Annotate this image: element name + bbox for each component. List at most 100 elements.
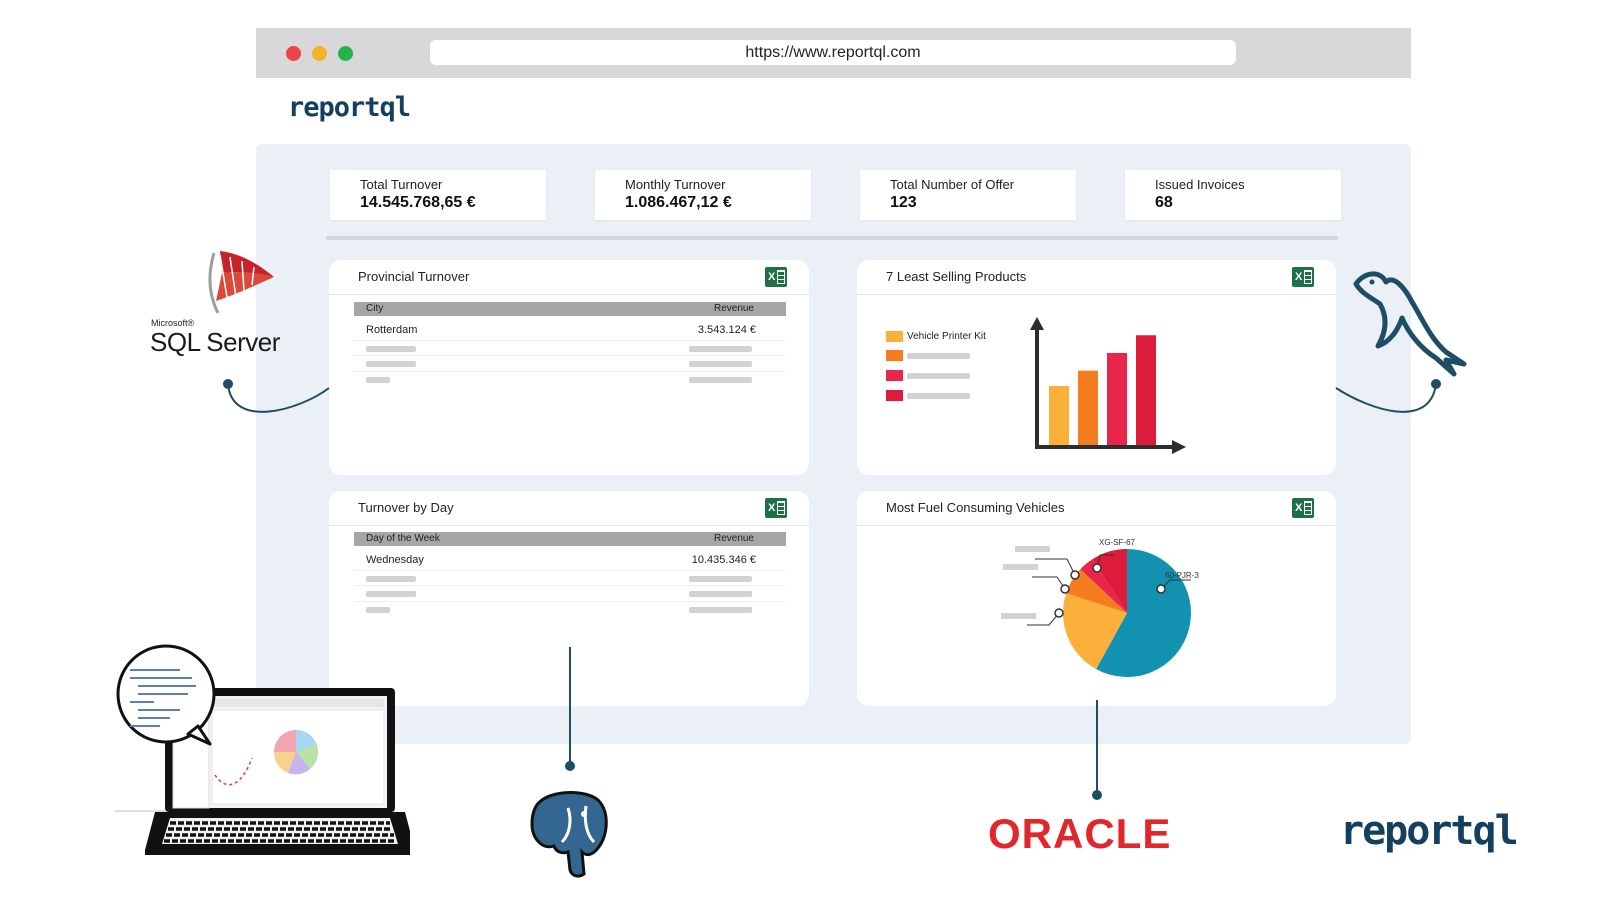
placeholder-cell — [366, 377, 390, 383]
pie-slice-1 — [1096, 549, 1191, 677]
maximize-window-dot[interactable] — [338, 46, 353, 61]
legend-swatch — [886, 390, 903, 401]
column-header-revenue: Revenue — [713, 533, 754, 544]
laptop-illustration — [110, 640, 415, 875]
leader-line — [1032, 576, 1066, 590]
card-header: Most Fuel Consuming Vehicles X — [857, 491, 1336, 526]
card-least-selling-products: 7 Least Selling Products X Vehicle Print… — [857, 260, 1336, 475]
legend-placeholder — [907, 393, 970, 399]
leader-line — [1035, 558, 1076, 576]
kpi-label: Issued Invoices — [1155, 177, 1245, 192]
table-cell-revenue: 10.435.346 € — [691, 554, 756, 566]
reportql-logo: reportql — [1340, 808, 1519, 854]
pie-label-xg: XG-SF-67 — [1099, 538, 1136, 547]
kpi-label: Total Turnover — [360, 177, 443, 192]
legend-placeholder — [907, 353, 970, 359]
placeholder-cell — [366, 346, 416, 352]
placeholder-cell — [689, 377, 752, 383]
card-fuel-consuming-vehicles: Most Fuel Consuming Vehicles X XG-SF-67 … — [857, 491, 1336, 706]
laptop-icon — [115, 644, 415, 855]
column-header-city: City — [366, 303, 384, 314]
placeholder-cell — [366, 591, 416, 597]
table-cell-revenue: 3.543.124 € — [697, 324, 756, 336]
pie-label-60: 60-PJR-3 — [1165, 571, 1199, 580]
kpi-value: 1.086.467,12 € — [625, 194, 732, 211]
card-header: Provincial Turnover X — [329, 260, 809, 295]
excel-export-icon[interactable]: X — [765, 498, 787, 518]
sql-server-label: SQL Server — [150, 327, 280, 357]
pie-marker — [1054, 608, 1064, 618]
card-title: Provincial Turnover — [358, 269, 470, 284]
row-divider — [354, 371, 786, 372]
pie-label-placeholder — [1003, 564, 1038, 570]
placeholder-cell — [366, 607, 390, 613]
bar-1 — [1049, 386, 1069, 445]
card-title: Turnover by Day — [358, 500, 454, 515]
kpi-card-issued-invoices: Issued Invoices 68 — [1125, 170, 1341, 220]
sql-server-small-label: Microsoft® — [151, 318, 195, 328]
column-header-revenue: Revenue — [713, 303, 754, 314]
card-header: 7 Least Selling Products X — [857, 260, 1336, 295]
kpi-value: 123 — [890, 194, 917, 211]
browser-chrome: https://www.reportql.com — [256, 28, 1411, 78]
kpi-label: Total Number of Offer — [890, 177, 1015, 192]
table-cell-day: Wednesday — [366, 554, 424, 566]
excel-export-icon[interactable]: X — [1292, 498, 1314, 518]
card-title: Most Fuel Consuming Vehicles — [886, 500, 1065, 515]
connector-dot — [223, 379, 233, 389]
placeholder-cell — [689, 607, 752, 613]
pie-chart: XG-SF-67 60-PJR-3 — [1001, 538, 1199, 677]
pie-slice-2 — [1063, 593, 1127, 670]
placeholder-cell — [689, 576, 752, 582]
minimize-window-dot[interactable] — [312, 46, 327, 61]
bar-chart — [1030, 317, 1186, 454]
pie-label-placeholder — [1001, 613, 1036, 619]
kpi-value: 68 — [1155, 194, 1173, 211]
pie-marker — [1060, 584, 1070, 594]
pie-marker — [1070, 570, 1080, 580]
row-divider — [354, 601, 786, 602]
placeholder-cell — [689, 591, 752, 597]
sql-server-icon — [208, 251, 274, 314]
legend-swatch — [886, 370, 903, 381]
pie-slice-4 — [1080, 558, 1127, 613]
kpi-card-monthly-turnover: Monthly Turnover 1.086.467,12 € — [595, 170, 811, 220]
postgresql-elephant-icon — [530, 791, 608, 878]
address-bar[interactable]: https://www.reportql.com — [430, 40, 1236, 65]
placeholder-cell — [366, 361, 416, 367]
legend-placeholder — [907, 373, 970, 379]
row-divider — [354, 585, 786, 586]
leader-line — [1027, 612, 1060, 626]
kpi-card-total-turnover: Total Turnover 14.545.768,65 € — [330, 170, 546, 220]
bar-2 — [1078, 370, 1098, 445]
pie-label-placeholder — [1015, 546, 1050, 552]
y-axis-arrow — [1030, 317, 1044, 330]
connector-dot — [1092, 790, 1102, 800]
pie-slice-5 — [1092, 549, 1127, 613]
table-cell-city: Rotterdam — [366, 324, 418, 336]
legend-swatch — [886, 350, 903, 361]
app-logo[interactable]: reportql — [288, 92, 411, 123]
pie-marker — [1156, 584, 1166, 594]
excel-export-icon[interactable]: X — [1292, 267, 1314, 287]
excel-export-icon[interactable]: X — [765, 267, 787, 287]
connector-dot — [1431, 379, 1441, 389]
legend-label: Vehicle Printer Kit — [907, 331, 986, 342]
row-divider — [354, 355, 786, 356]
placeholder-cell — [689, 346, 752, 352]
section-divider — [326, 236, 1338, 240]
column-header-day: Day of the Week — [366, 533, 440, 544]
sql-server-logo: Microsoft® SQL Server — [148, 243, 298, 363]
table-header: Day of the Week Revenue — [354, 532, 786, 546]
placeholder-cell — [366, 576, 416, 582]
kpi-value: 14.545.768,65 € — [360, 194, 476, 211]
bar-3 — [1107, 352, 1127, 445]
card-title: 7 Least Selling Products — [886, 269, 1027, 284]
oracle-logo: ORACLE — [988, 810, 1172, 857]
pie-slice-3 — [1066, 569, 1127, 613]
connector-dot — [565, 761, 575, 771]
card-header: Turnover by Day X — [329, 491, 809, 526]
pie-marker — [1092, 563, 1102, 573]
table-header: City Revenue — [354, 302, 786, 316]
close-window-dot[interactable] — [286, 46, 301, 61]
